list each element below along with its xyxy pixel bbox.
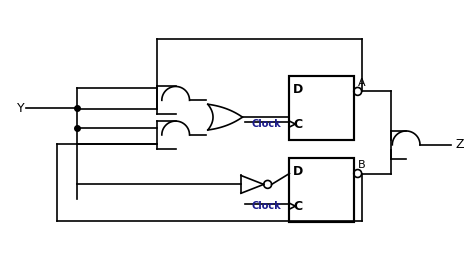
Text: Clock: Clock <box>252 201 282 211</box>
Text: Z: Z <box>456 138 464 151</box>
Bar <box>290 76 354 140</box>
Text: D: D <box>293 165 303 178</box>
Text: C: C <box>294 200 303 213</box>
Text: Y: Y <box>17 102 24 115</box>
Text: B: B <box>358 160 365 170</box>
Bar <box>290 158 354 222</box>
Text: C: C <box>294 117 303 131</box>
Text: A: A <box>358 78 365 87</box>
Text: D: D <box>293 83 303 96</box>
Text: Clock: Clock <box>252 119 282 129</box>
